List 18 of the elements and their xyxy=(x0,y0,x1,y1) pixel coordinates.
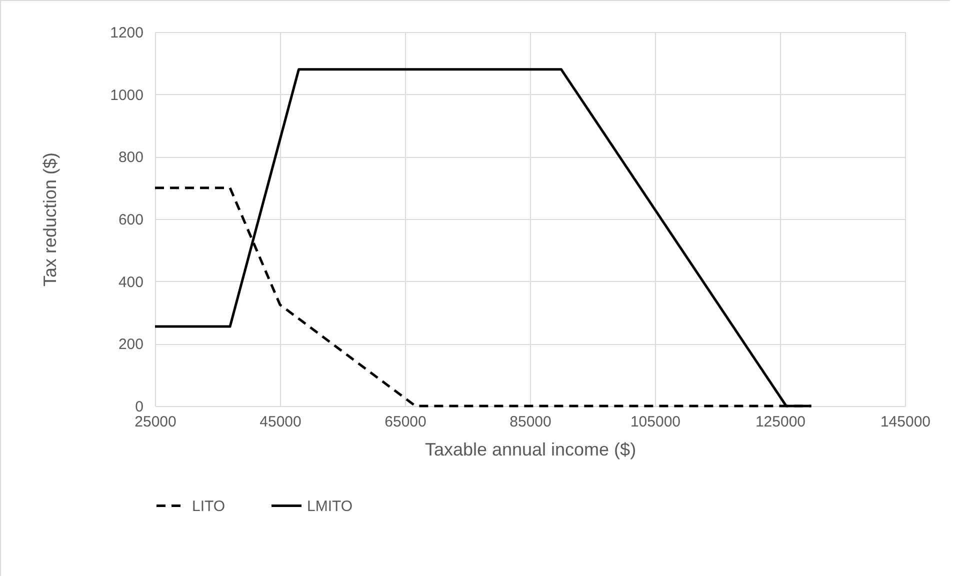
y-tick-label: 200 xyxy=(118,336,144,354)
legend-label: LITO xyxy=(192,498,226,515)
x-tick-label: 85000 xyxy=(510,414,552,430)
x-tick-label: 25000 xyxy=(134,414,176,430)
y-tick-label: 400 xyxy=(118,274,144,291)
x-tick-label: 125000 xyxy=(755,414,806,430)
x-tick-label: 45000 xyxy=(260,414,302,430)
y-tick-label: 1200 xyxy=(110,24,144,42)
legend-label: LMITO xyxy=(307,498,353,515)
x-axis-title: Taxable annual income ($) xyxy=(424,440,636,460)
y-axis-title: Tax reduction ($) xyxy=(40,152,60,287)
x-tick-label: 65000 xyxy=(384,414,426,430)
y-tick-label: 600 xyxy=(118,212,144,228)
x-tick-label: 145000 xyxy=(880,414,931,430)
x-tick-label: 105000 xyxy=(630,414,681,430)
y-tick-label: 800 xyxy=(118,149,144,166)
y-tick-label: 0 xyxy=(135,398,144,416)
y-tick-label: 1000 xyxy=(110,86,144,104)
